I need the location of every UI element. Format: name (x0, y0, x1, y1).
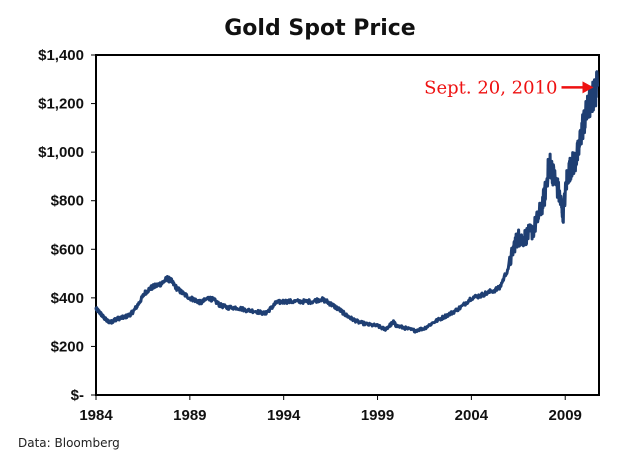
x-tick-label: 1994 (267, 407, 301, 424)
y-tick-label: $- (71, 387, 84, 404)
x-tick-label: 1989 (173, 407, 206, 424)
x-tick-label: 2004 (455, 407, 489, 424)
y-tick-label: $400 (51, 290, 84, 307)
tick-labels: $1,400 $1,200 $1,000 $800 $600 $400 $200 $- 1984… (38, 47, 582, 424)
y-tick-label: $200 (51, 338, 84, 355)
y-tick-label: $1,000 (38, 144, 84, 161)
x-tick-label: 1999 (361, 407, 394, 424)
x-tick-label: 1984 (79, 407, 113, 424)
axes (95, 54, 600, 396)
plot-area (95, 54, 600, 396)
series-group (94, 70, 599, 334)
chart-title: Gold Spot Price (224, 16, 415, 41)
y-tick-label: $800 (51, 193, 84, 210)
y-tick-label: $1,200 (38, 96, 84, 113)
data-source-note: Data: Bloomberg (18, 436, 120, 450)
x-tick-label: 2009 (549, 407, 582, 424)
series-line (94, 70, 599, 334)
y-tick-label: $600 (51, 241, 84, 258)
annotation-label: Sept. 20, 2010 (424, 77, 557, 98)
annotation-arrow-head (582, 81, 594, 94)
annotation-group: Sept. 20, 2010 (424, 77, 594, 98)
y-tick-label: $1,400 (38, 47, 84, 64)
